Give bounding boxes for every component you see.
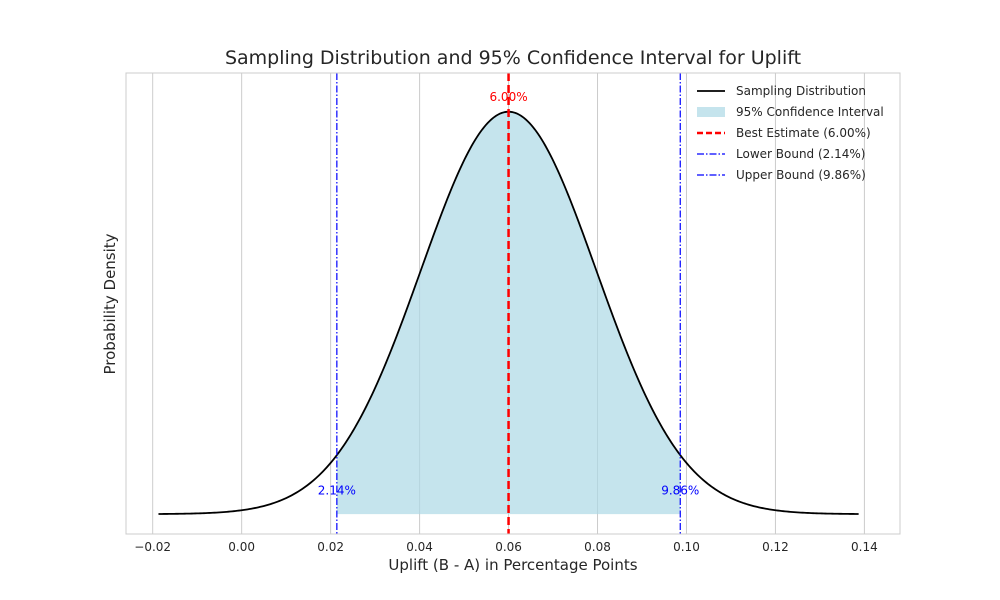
- legend-label: 95% Confidence Interval: [736, 105, 884, 119]
- x-tick-label: 0.04: [406, 540, 433, 554]
- confidence-interval-fill: [336, 111, 681, 515]
- x-tick-label: 0.02: [317, 540, 344, 554]
- x-tick-label: 0.08: [584, 540, 611, 554]
- plot-area: [158, 73, 859, 534]
- x-tick-label: 0.06: [495, 540, 522, 554]
- x-tick-label: 0.12: [762, 540, 789, 554]
- annotation-label: 9.86%: [661, 483, 699, 497]
- annotations: 6.00% 2.14% 9.86%: [318, 90, 700, 497]
- x-axis-label: Uplift (B - A) in Percentage Points: [388, 556, 637, 574]
- plot-frame: [125, 72, 901, 535]
- legend-swatch-confidence-interval: [697, 107, 725, 117]
- legend-label: Upper Bound (9.86%): [736, 168, 866, 182]
- x-tick-label: −0.02: [134, 540, 171, 554]
- legend-label: Sampling Distribution: [736, 84, 866, 98]
- x-axis-ticks: −0.02 0.00 0.02 0.04 0.06 0.08 0.10 0.12 0.14: [134, 540, 877, 554]
- annotation-label: 2.14%: [318, 483, 356, 497]
- legend-label: Lower Bound (2.14%): [736, 147, 865, 161]
- x-tick-label: 0.10: [673, 540, 700, 554]
- y-axis-label: Probability Density: [101, 233, 119, 374]
- legend: Sampling Distribution 95% Confidence Inte…: [697, 84, 884, 182]
- annotation-label: 6.00%: [489, 90, 527, 104]
- legend-label: Best Estimate (6.00%): [736, 126, 871, 140]
- x-tick-label: 0.14: [851, 540, 878, 554]
- x-tick-label: 0.00: [228, 540, 255, 554]
- chart-title: Sampling Distribution and 95% Confidence…: [225, 47, 801, 69]
